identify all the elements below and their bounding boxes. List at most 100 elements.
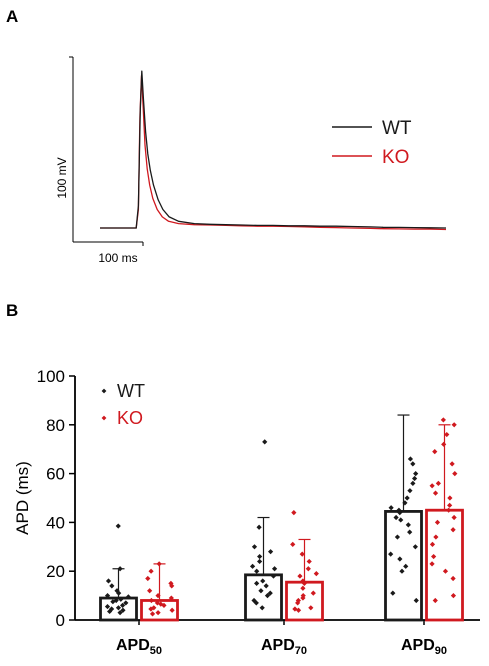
data-point-ko <box>434 519 441 525</box>
data-point-wt <box>407 456 414 462</box>
data-point-wt <box>397 556 403 562</box>
time-scale-label: 100 ms <box>98 251 137 265</box>
trace-ko <box>100 74 447 231</box>
legend-marker-ko <box>101 415 107 421</box>
y-tick-label: 100 <box>37 367 65 386</box>
data-point-wt <box>271 566 278 572</box>
data-point-ko <box>148 606 154 612</box>
data-point-wt <box>402 500 408 506</box>
data-point-ko <box>446 507 452 513</box>
data-point-ko <box>433 534 439 540</box>
data-point-ko <box>429 483 435 489</box>
data-point-ko <box>432 449 438 455</box>
data-point-ko <box>155 593 161 599</box>
data-point-ko <box>147 588 153 594</box>
data-point-wt <box>405 522 411 528</box>
data-point-ko <box>440 417 446 423</box>
data-point-ko <box>449 461 455 467</box>
data-point-wt <box>393 514 399 521</box>
axes: 0 20 40 60 80 100 APD50 APD70 APD90 <box>37 367 480 657</box>
data-point-wt <box>256 524 262 530</box>
legend-marker-wt <box>101 388 107 394</box>
data-point-wt <box>110 599 116 605</box>
legend-label-ko: KO <box>382 147 409 168</box>
data-point-wt <box>410 480 416 486</box>
panel-b-legend: WT KO <box>101 381 145 428</box>
data-point-wt <box>270 573 277 579</box>
data-point-wt <box>263 583 269 589</box>
data-point-wt <box>413 471 419 477</box>
y-tick-label: 60 <box>46 465 65 484</box>
data-point-wt <box>411 475 418 482</box>
data-point-ko <box>154 600 161 606</box>
y-axis-title: APD (ms) <box>13 461 32 535</box>
data-point-wt <box>115 523 121 529</box>
legend-label-wt: WT <box>117 381 145 401</box>
data-point-ko <box>151 605 157 611</box>
data-point-ko <box>169 607 175 613</box>
data-point-ko <box>295 607 302 613</box>
data-point-ko <box>148 597 155 604</box>
data-point-ko <box>155 610 161 616</box>
data-point-wt <box>118 596 124 602</box>
data-point-ko <box>451 514 457 521</box>
data-point-ko <box>156 561 162 567</box>
data-point-wt <box>119 602 126 608</box>
data-point-ko <box>300 595 306 601</box>
data-point-wt <box>253 600 259 606</box>
data-point-wt <box>107 608 113 615</box>
data-point-wt <box>413 597 419 604</box>
data-point-ko <box>451 422 457 428</box>
data-point-wt <box>257 553 263 560</box>
data-point-wt <box>258 588 264 594</box>
data-point-wt <box>260 578 266 584</box>
data-point-wt <box>404 495 410 501</box>
data-point-ko <box>295 597 301 604</box>
data-point-wt <box>123 600 129 606</box>
data-point-ko <box>149 611 156 617</box>
data-point-ko <box>450 527 456 533</box>
data-point-wt <box>104 593 111 599</box>
data-point-wt <box>410 461 416 467</box>
data-point-wt <box>249 563 256 569</box>
data-point-wt <box>264 593 271 599</box>
data-point-wt <box>125 594 131 600</box>
data-point-ko <box>308 605 314 611</box>
data-point-ko <box>447 495 453 501</box>
y-tick-label: 40 <box>46 513 65 532</box>
data-point-ko <box>442 568 449 574</box>
scale-bars <box>69 56 144 246</box>
data-point-ko <box>295 600 301 606</box>
data-point-wt <box>116 590 122 596</box>
data-point-ko <box>161 602 167 608</box>
data-point-ko <box>299 551 305 557</box>
data-point-wt <box>403 563 409 569</box>
data-point-wt <box>105 578 112 584</box>
data-point-ko <box>290 541 296 547</box>
data-point-wt <box>113 597 119 604</box>
data-point-ko <box>441 441 447 447</box>
data-point-ko <box>300 585 306 591</box>
data-point-ko <box>297 573 303 579</box>
data-point-ko <box>300 593 306 599</box>
bars <box>99 414 464 622</box>
data-point-ko <box>148 568 154 574</box>
data-point-wt <box>398 517 404 523</box>
voltage-scale-label: 100 mV <box>55 157 69 198</box>
data-point-wt <box>254 580 260 586</box>
data-point-ko <box>429 561 435 567</box>
data-point-wt <box>407 529 413 535</box>
data-point-wt <box>251 597 257 604</box>
data-point-ko <box>432 490 439 496</box>
panel-a-label: A <box>6 7 18 26</box>
data-point-wt <box>114 588 120 594</box>
trace-wt <box>100 70 447 229</box>
data-point-ko <box>301 580 307 586</box>
data-point-ko <box>447 502 453 508</box>
data-point-wt <box>388 505 394 511</box>
panel-a-legend: WT KO <box>332 118 412 168</box>
data-point-wt <box>394 534 401 540</box>
data-point-ko <box>444 431 450 438</box>
data-point-ko <box>169 583 175 589</box>
